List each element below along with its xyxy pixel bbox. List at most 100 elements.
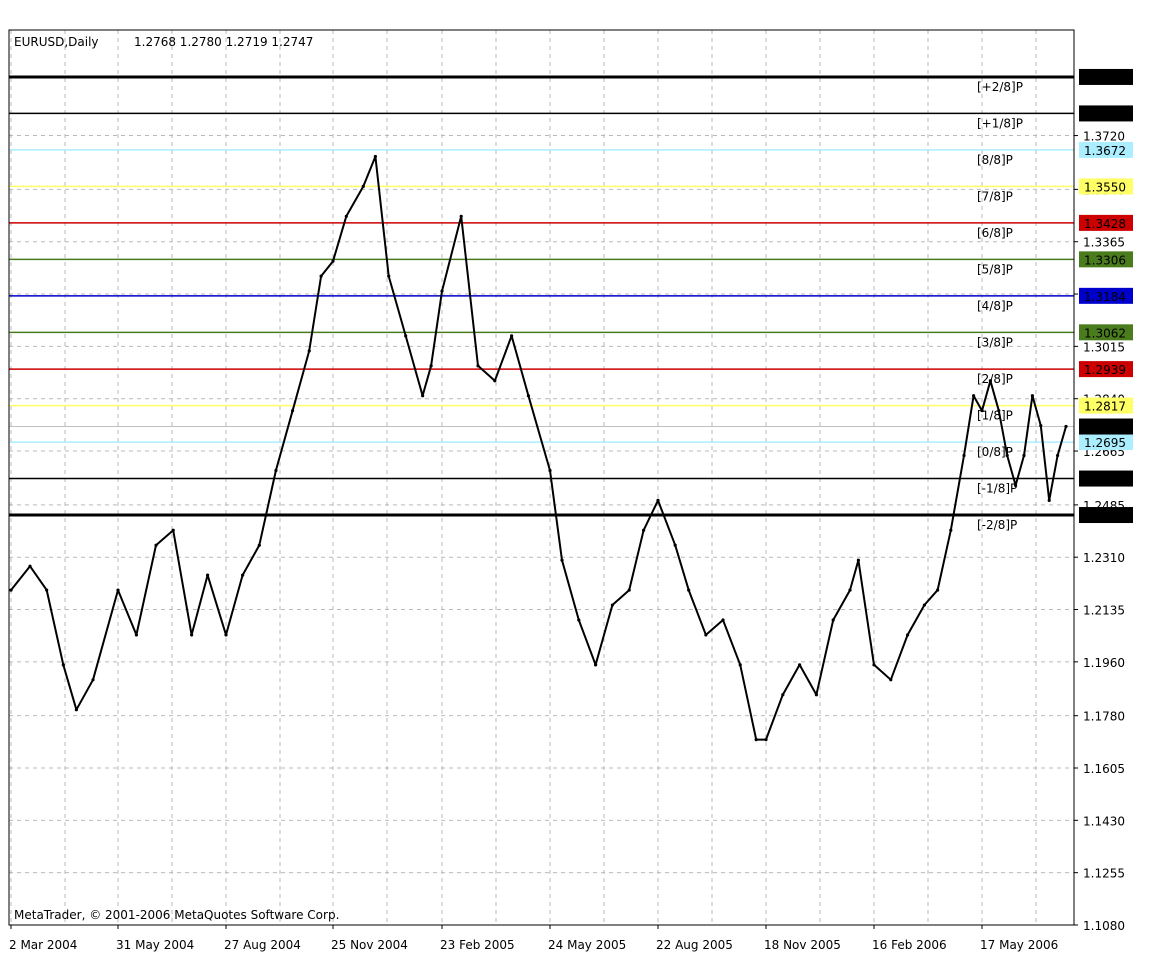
price-point [627,588,631,592]
price-badge-text: 1.3428 [1084,217,1126,231]
price-point [373,154,377,159]
price-point [1056,453,1060,458]
price-badge-text: 1.2451 [1084,509,1126,523]
price-badge-text: 1.3184 [1084,290,1126,304]
y-tick-label: 1.1255 [1083,867,1125,881]
murrey-level-label: [+1/8]P [977,116,1023,130]
murrey-level-label: [6/8]P [977,226,1013,240]
price-point [74,708,78,712]
murrey-level-label: [0/8]P [977,445,1013,459]
x-tick-label: 2 Mar 2004 [9,938,77,952]
price-badge-text: 1.3550 [1084,180,1126,194]
price-point [889,678,893,682]
price-point [1030,394,1034,398]
price-badge-text: 1.3306 [1084,253,1126,267]
price-badge-bg [1079,68,1133,85]
y-tick-label: 1.3720 [1083,130,1125,144]
price-point [594,663,598,667]
y-tick-label: 1.1780 [1083,710,1125,724]
price-point [1005,453,1009,458]
y-tick-label: 1.2135 [1083,604,1125,618]
price-point [290,409,295,413]
price-line [10,155,1067,741]
price-point [906,633,910,637]
price-point [1014,483,1018,488]
price-badge-text: 1.2695 [1084,436,1126,450]
x-tick-label: 18 Nov 2005 [764,938,841,952]
x-axis: 2 Mar 2004 31 May 2004 27 Aug 2004 25 Nov 2… [9,925,1058,952]
price-point [154,543,158,547]
price-badge-bg [1079,105,1133,122]
price-point [988,379,993,383]
price-point [1047,498,1051,502]
grid-lines [9,30,1074,926]
price-point [754,738,758,742]
price-point [9,588,13,592]
current-price-badge [1079,418,1133,435]
price-badge-bg [1079,397,1133,414]
y-tick-label: 1.3015 [1083,340,1125,354]
price-point [241,573,245,577]
price-point [856,558,861,562]
price-point [28,564,32,568]
x-tick-label: 23 Feb 2005 [440,938,515,952]
price-point [997,409,1001,413]
x-tick-label: 27 Aug 2004 [224,938,301,952]
price-badge-text: 1.2939 [1084,363,1126,377]
price-point [656,498,660,502]
murrey-levels: [+2/8]P [+1/8]P [8/8]P [7/8]P [6/8]P [5/8]P [4… [9,75,1074,532]
murrey-level-label: [1/8]P [977,409,1013,423]
price-point [526,394,531,398]
price-badge-text: 1.3062 [1084,326,1126,340]
price-point [814,693,819,697]
price-point [972,394,976,398]
price-point [476,364,480,368]
price-point [962,453,966,458]
price-point [344,214,348,218]
price-point [493,379,497,383]
price-point [404,334,408,338]
price-badge-bg [1079,251,1133,268]
price-point [798,663,802,667]
y-tick-label: 1.1080 [1083,919,1125,933]
murrey-level-label: [-1/8]P [977,482,1017,496]
price-point [440,289,444,293]
price-point [205,573,210,577]
price-badge-bg [1079,214,1133,231]
y-tick-label: 1.1605 [1083,762,1125,776]
x-tick-label: 25 Nov 2004 [331,938,408,952]
price-point [560,558,564,562]
price-point [421,394,425,398]
price-point [429,364,433,368]
price-point [610,603,615,607]
price-point [91,678,95,682]
price-series [9,154,1068,742]
current-price-text: 1.2747 [1084,421,1126,435]
price-point [642,528,646,532]
murrey-level-label: [-2/8]P [977,518,1017,532]
x-tick-label: 22 Aug 2005 [656,938,733,952]
x-tick-label: 24 May 2005 [548,938,626,952]
y-tick-label: 1.1960 [1083,656,1125,670]
price-badge-bg [1079,141,1133,158]
murrey-level-label: [8/8]P [977,153,1013,167]
price-point [319,274,323,278]
price-point [848,588,852,592]
price-point [949,528,953,532]
price-point [673,543,677,547]
price-badge-bg [1079,287,1133,304]
price-badge-text: 1.2817 [1084,400,1126,414]
x-tick-label: 17 May 2006 [980,938,1058,952]
chart-title: EURUSD,Daily [14,35,99,49]
price-point [922,603,927,607]
y-tick-label: 1.3365 [1083,236,1125,250]
price-badge-text: 1.3672 [1084,144,1126,158]
price-point [1022,453,1026,458]
price-point [459,214,463,218]
y-axis: 1.1080 1.1255 1.1430 1.1605 1.1780 1.1960 1.21… [1074,130,1125,933]
price-point [1039,424,1043,428]
price-badge-bg [1079,507,1133,524]
price-point [331,259,335,263]
plot-frame [8,29,1075,926]
